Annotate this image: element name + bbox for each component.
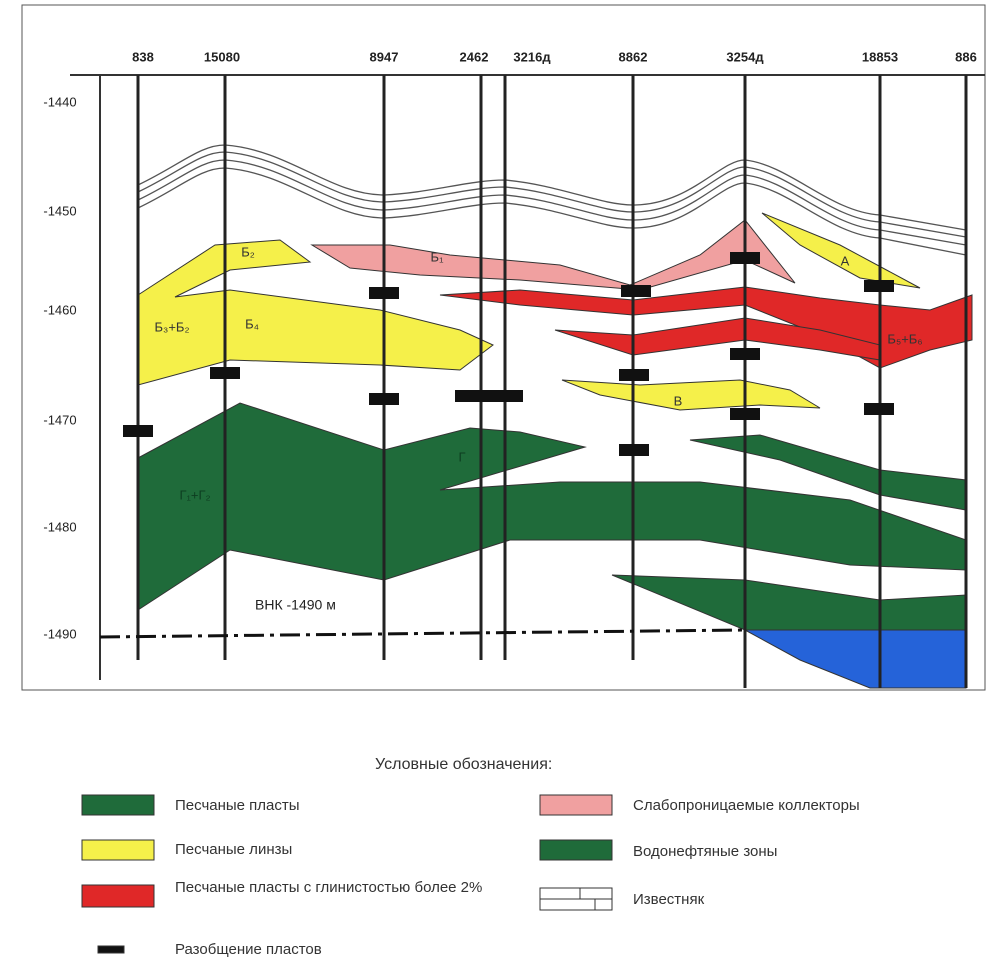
legend-item: Песчаные пласты [175,796,300,815]
layer-label: Б₁ [431,249,445,264]
legend-item: Слабопроницаемые коллекторы [633,796,860,815]
well-label: 2462 [460,49,489,64]
layer-label: Г [458,449,465,464]
well-label: 838 [132,49,154,64]
well-label: 15080 [204,49,240,64]
depth-label: -1490 [43,626,76,641]
legend-item: Песчаные линзы [175,840,292,859]
owc-label: ВНК -1490 м [255,597,336,613]
well-label: 3216д [513,49,551,64]
page: 838 15080 8947 2462 3216д 8862 3254д 18853 886 -1… [0,0,990,964]
legend-item: Разобщение пластов [175,940,322,959]
well-label: 886 [955,49,977,64]
layer-label: Б₂ [241,244,255,259]
legend-title: Условные обозначения: [375,755,552,774]
well-label: 18853 [862,49,898,64]
layer-label: Б₅+Б₆ [887,331,922,346]
layers [138,213,972,688]
owc-line [100,630,745,637]
depth-label: -1440 [43,94,76,109]
legend-item: Песчаные пласты с глинистостью более 2% [175,878,515,897]
depth-label: -1470 [43,412,76,427]
cross-section: 838 15080 8947 2462 3216д 8862 3254д 18853 886 -1… [0,0,990,964]
well-label: 8947 [370,49,399,64]
well-label: 8862 [619,49,648,64]
depth-label: -1460 [43,302,76,317]
layer-label: Б₄ [245,316,259,331]
legend-item: Водонефтяные зоны [633,842,777,861]
layer-label: В [674,393,683,408]
layer-label: А [841,253,850,268]
layer-label: Б₃+Б₂ [155,319,190,334]
depth-label: -1450 [43,203,76,218]
layer-label: Г₁+Г₂ [179,487,210,502]
legend-item: Известняк [633,890,704,909]
depth-label: -1480 [43,519,76,534]
well-label: 3254д [726,49,764,64]
legend-swatches [82,795,612,953]
limestone [138,145,966,255]
